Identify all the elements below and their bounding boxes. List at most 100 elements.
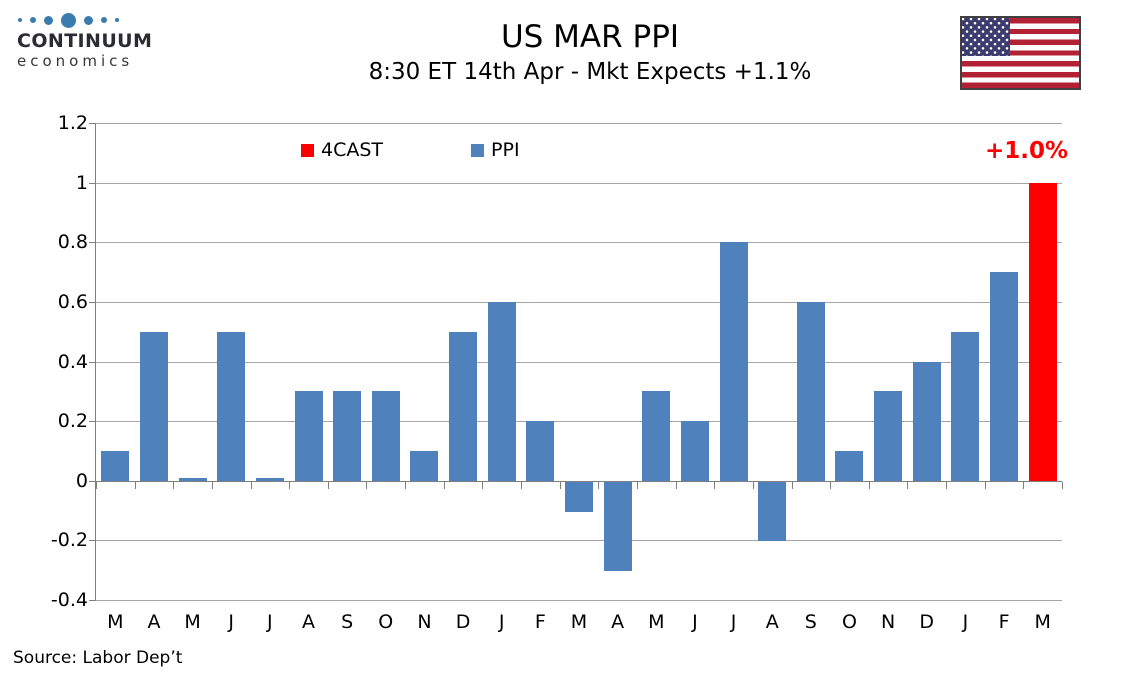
x-axis-tick	[366, 481, 368, 489]
y-axis-tick	[89, 600, 96, 601]
gridline	[96, 361, 1062, 363]
x-axis-tick	[405, 481, 407, 489]
x-axis-label: A	[611, 611, 625, 633]
page-title: US MAR PPI	[500, 19, 680, 55]
bar-ppi	[178, 477, 207, 481]
bar-ppi	[951, 331, 980, 481]
gridline	[96, 182, 1062, 184]
bar-ppi	[101, 450, 130, 481]
x-axis-label: J	[730, 611, 737, 633]
x-axis-label: J	[228, 611, 235, 633]
y-axis: 1.2 1 0.8 0.6 0.4 0.2 0 -0.2 -0.4	[0, 112, 88, 611]
bar-ppi	[874, 391, 903, 481]
x-axis-tick	[134, 481, 136, 489]
us-flag-icon	[960, 16, 1081, 90]
gridline	[96, 600, 1062, 601]
bar-ppi	[255, 477, 284, 481]
continuum-logo: CONTINUUM economics	[17, 12, 152, 71]
logo-brand-text: CONTINUUM	[17, 30, 153, 52]
gridline	[96, 242, 1062, 244]
bar-ppi	[912, 361, 941, 481]
x-axis-label: M	[107, 611, 124, 633]
x-axis-label: M	[1034, 611, 1051, 633]
x-axis-tick	[868, 481, 870, 489]
x-axis-label: O	[378, 611, 394, 633]
x-axis-tick	[521, 481, 523, 489]
x-axis-line	[96, 480, 1062, 482]
y-axis-label: 0.6	[57, 290, 88, 313]
y-axis-label: 0	[75, 469, 88, 492]
x-axis-label: J	[692, 611, 698, 633]
x-axis-label: F	[534, 611, 546, 633]
x-axis-label: F	[998, 611, 1010, 633]
chart-header: US MAR PPI 8:30 ET 14th Apr - Mkt Expect…	[100, 19, 1080, 86]
bar-ppi	[410, 450, 439, 481]
bar-ppi	[758, 481, 787, 542]
x-axis-label: N	[417, 611, 432, 633]
x-axis-label: M	[184, 611, 201, 633]
x-axis-tick	[327, 481, 329, 489]
x-axis-tick	[984, 481, 986, 489]
y-axis-tick	[89, 480, 96, 482]
y-axis-tick	[89, 540, 96, 542]
x-axis-tick	[173, 481, 175, 489]
x-axis-label: J	[498, 611, 505, 633]
bar-ppi	[333, 391, 362, 481]
x-axis-tick	[752, 481, 754, 489]
forecast-annotation: +1.0%	[984, 138, 1068, 164]
source-note: Source: Labor Dep’t	[13, 648, 183, 668]
x-axis-tick	[289, 481, 291, 489]
logo-sub-text: economics	[17, 51, 134, 70]
y-axis-tick	[89, 182, 96, 184]
bar-ppi	[294, 391, 323, 481]
x-axis-label: S	[341, 611, 354, 633]
x-axis-tick	[1062, 481, 1063, 489]
bar-ppi	[642, 391, 671, 481]
x-axis-tick	[946, 481, 948, 489]
y-axis-label: -0.2	[50, 529, 88, 552]
bar-ppi	[835, 450, 864, 481]
y-axis-label: 0.2	[57, 410, 88, 433]
bar-ppi	[487, 301, 516, 481]
x-axis-label: J	[267, 611, 273, 633]
y-axis-tick	[89, 242, 96, 244]
x-axis-label: A	[147, 611, 161, 633]
legend-swatch-ppi-icon	[471, 143, 485, 157]
y-axis-label: 0.4	[57, 350, 88, 373]
x-axis-tick	[211, 481, 213, 489]
x-axis-tick	[714, 481, 716, 489]
x-axis-tick	[559, 481, 561, 489]
bar-ppi	[526, 421, 555, 481]
legend-item-ppi: PPI	[471, 139, 520, 161]
bar-ppi	[371, 391, 400, 481]
bar-ppi	[719, 242, 748, 481]
bar-4cast	[1028, 182, 1057, 481]
bar-ppi	[217, 331, 246, 481]
x-axis-label: J	[962, 611, 969, 633]
bar-ppi	[139, 331, 168, 481]
x-axis-label: S	[804, 611, 817, 633]
legend-item-4cast: 4CAST	[301, 139, 383, 161]
legend-swatch-4cast-icon	[301, 143, 314, 157]
logo-dots-icon	[18, 12, 152, 28]
x-axis-label: O	[841, 611, 857, 633]
bar-ppi	[796, 301, 825, 481]
x-axis-tick	[598, 481, 600, 489]
legend-label-4cast: 4CAST	[321, 139, 384, 161]
x-axis-label: M	[570, 611, 588, 633]
y-axis-tick	[89, 421, 96, 423]
gridline	[96, 540, 1062, 542]
x-axis-tick	[482, 481, 484, 489]
bar-ppi	[680, 421, 709, 481]
x-axis-tick	[791, 481, 793, 489]
x-axis-label: D	[455, 611, 471, 633]
y-axis-label: 1	[75, 171, 88, 194]
x-axis-tick	[250, 481, 252, 489]
page-subtitle: 8:30 ET 14th Apr - Mkt Expects +1.1%	[368, 58, 812, 85]
y-axis-tick	[89, 301, 96, 303]
x-axis-label: N	[881, 611, 896, 633]
legend-label-ppi: PPI	[491, 139, 520, 161]
x-axis-tick	[675, 481, 677, 489]
y-axis-tick	[89, 361, 96, 363]
